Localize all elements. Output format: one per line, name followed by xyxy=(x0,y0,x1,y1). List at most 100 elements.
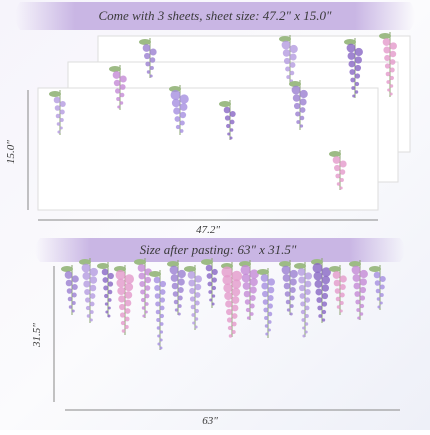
petal xyxy=(211,285,217,291)
petal xyxy=(354,81,360,87)
petal xyxy=(304,330,308,334)
petal xyxy=(142,314,146,318)
petal xyxy=(351,86,356,90)
petal xyxy=(159,305,165,311)
petal xyxy=(359,295,366,301)
dimension-label: 63" xyxy=(202,415,218,427)
petal xyxy=(144,52,151,60)
petal xyxy=(249,286,257,294)
petal xyxy=(227,325,233,331)
petal xyxy=(316,297,323,303)
petal xyxy=(389,92,393,96)
banner xyxy=(15,2,415,30)
petal xyxy=(262,299,269,305)
petal xyxy=(89,267,98,277)
petal xyxy=(177,286,184,294)
petal xyxy=(207,281,213,287)
petal xyxy=(228,334,233,338)
petal xyxy=(354,56,362,64)
petal xyxy=(124,299,132,307)
leaf xyxy=(61,266,73,272)
petal xyxy=(355,299,361,305)
petal xyxy=(211,294,216,298)
dimension-label: 47.2" xyxy=(196,224,220,236)
petal xyxy=(101,268,109,276)
petal xyxy=(314,280,323,288)
petal xyxy=(373,271,381,279)
petal xyxy=(154,293,161,299)
petal xyxy=(142,44,151,52)
petal xyxy=(194,317,199,321)
petal xyxy=(376,297,381,301)
petal xyxy=(339,292,345,298)
petal xyxy=(356,308,361,312)
petal xyxy=(304,322,309,326)
petal xyxy=(226,308,233,316)
leaf xyxy=(369,266,381,272)
petal xyxy=(155,309,161,315)
petal xyxy=(354,47,363,57)
petal xyxy=(302,326,306,330)
petal xyxy=(84,288,91,296)
petal xyxy=(242,282,251,290)
petal xyxy=(389,50,397,58)
petal xyxy=(59,126,63,130)
petal xyxy=(149,57,156,63)
petal xyxy=(89,301,95,307)
petal xyxy=(146,70,151,74)
petal xyxy=(389,67,395,73)
petal xyxy=(283,57,291,65)
petal xyxy=(187,271,196,279)
petal xyxy=(240,265,251,275)
petal xyxy=(304,280,312,288)
petal xyxy=(267,295,274,301)
petal xyxy=(379,284,385,290)
leaf xyxy=(114,266,126,272)
petal xyxy=(267,286,275,294)
petal xyxy=(138,272,146,280)
petal xyxy=(192,321,196,325)
petal xyxy=(67,296,73,302)
petal xyxy=(231,330,236,334)
petal xyxy=(159,346,163,350)
petal xyxy=(385,71,391,77)
petal xyxy=(334,288,341,294)
petal xyxy=(173,107,181,115)
petal xyxy=(359,303,365,309)
petal xyxy=(68,305,73,309)
petal xyxy=(260,274,269,282)
petal xyxy=(304,297,311,303)
petal xyxy=(354,73,361,79)
petal xyxy=(121,329,126,333)
petal xyxy=(298,276,306,284)
petal xyxy=(285,299,291,305)
petal xyxy=(107,298,112,302)
petal xyxy=(141,306,146,310)
petal xyxy=(144,285,151,291)
petal xyxy=(115,270,126,280)
petal xyxy=(289,70,295,76)
petal xyxy=(154,284,161,292)
petal xyxy=(224,115,231,121)
petal xyxy=(289,269,298,279)
leaf xyxy=(344,39,356,45)
petal xyxy=(300,301,306,307)
banner-title: Size after pasting: 63" x 31.5" xyxy=(140,242,297,257)
petal xyxy=(209,298,213,302)
petal xyxy=(267,303,273,309)
petal xyxy=(336,305,341,309)
petal xyxy=(384,63,391,69)
petal xyxy=(223,283,233,293)
petal xyxy=(107,281,114,287)
petal xyxy=(291,85,301,95)
petal xyxy=(244,299,251,305)
petal xyxy=(124,308,131,314)
petal xyxy=(281,265,291,275)
petal xyxy=(383,46,391,54)
petal xyxy=(66,288,73,294)
petal xyxy=(297,268,306,276)
petal xyxy=(354,291,361,297)
petal xyxy=(382,38,391,46)
petal xyxy=(229,128,234,132)
